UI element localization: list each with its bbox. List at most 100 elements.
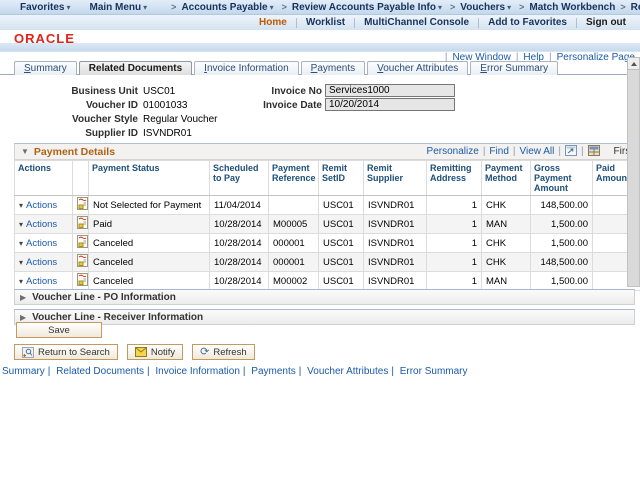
add-to-favorites-link[interactable]: Add to Favorites <box>488 17 567 28</box>
payment-inquiry-icon[interactable] <box>77 197 88 213</box>
notify-button[interactable]: Notify <box>126 344 184 360</box>
tab-summary[interactable]: Summary <box>14 61 77 75</box>
payment-details-table: Actions Payment Status Scheduled to Pay … <box>14 160 640 291</box>
tab-voucher-attributes[interactable]: Voucher Attributes <box>367 61 469 75</box>
payment-method-cell: CHK <box>481 195 531 215</box>
actions-dropdown-icon[interactable]: ▾ <box>19 238 24 248</box>
breadcrumb-separator-icon: > <box>281 2 287 12</box>
grid-toolbar: Personalize | Find | View All | | First <box>426 144 635 159</box>
breadcrumb-separator-icon: > <box>519 2 525 12</box>
remitting-address-cell: 1 <box>426 233 482 253</box>
footer-link-related-documents[interactable]: Related Documents <box>56 366 145 377</box>
remit-setid-cell: USC01 <box>318 233 364 253</box>
breadcrumb-main-menu[interactable]: Main Menu <box>89 1 142 13</box>
breadcrumb-review-ap-info[interactable]: Review Accounts Payable Info <box>291 1 436 13</box>
expand-section-icon[interactable]: ▶ <box>20 312 27 322</box>
breadcrumb-regular-entry[interactable]: Regular Entry <box>630 1 640 13</box>
scrollbar-track[interactable] <box>627 70 640 287</box>
find-link[interactable]: Find <box>489 146 509 157</box>
grid-first-label[interactable]: First <box>613 146 633 157</box>
voucher-id-label: Voucher ID <box>85 100 138 111</box>
footer-link-voucher-attributes[interactable]: Voucher Attributes <box>307 366 389 377</box>
worklist-link[interactable]: Worklist <box>305 17 346 28</box>
payment-status-cell: Canceled <box>88 271 210 291</box>
footer-link-invoice-information[interactable]: Invoice Information <box>155 366 240 377</box>
personalize-link[interactable]: Personalize <box>426 146 479 157</box>
tab-label: Summary <box>24 63 67 74</box>
actions-dropdown-icon[interactable]: ▾ <box>19 276 24 286</box>
home-link[interactable]: Home <box>259 17 287 28</box>
view-all-link[interactable]: View All <box>519 146 555 157</box>
zoom-popup-icon[interactable] <box>564 144 577 159</box>
payment-inquiry-icon[interactable] <box>77 273 88 289</box>
return-to-search-button[interactable]: Return to Search <box>14 344 118 360</box>
actions-dropdown-icon[interactable]: ▾ <box>19 257 24 267</box>
tab-label: Error Summary <box>480 63 549 74</box>
button-label: Refresh <box>213 346 247 358</box>
expand-section-icon[interactable]: ▶ <box>20 292 27 302</box>
dropdown-arrow-icon: ▾ <box>66 2 71 12</box>
payment-status-cell: Not Selected for Payment <box>88 195 210 215</box>
divider: | <box>515 52 519 63</box>
gross-payment-amount-cell: 1,500.00 <box>530 214 593 234</box>
payment-inquiry-icon[interactable] <box>77 235 88 251</box>
actions-link[interactable]: Actions <box>26 199 58 211</box>
remit-supplier-cell: ISVNDR01 <box>363 252 427 272</box>
refresh-button[interactable]: ⟳ Refresh <box>192 344 255 360</box>
breadcrumb-separator-icon: > <box>450 2 456 12</box>
payment-inquiry-icon[interactable] <box>77 254 88 270</box>
sign-out-link[interactable]: Sign out <box>586 17 626 28</box>
breadcrumb-accounts-payable[interactable]: Accounts Payable <box>181 1 268 13</box>
actions-link[interactable]: Actions <box>26 218 58 230</box>
gross-payment-amount-cell: 1,500.00 <box>530 233 593 253</box>
table-row: ▾ Actions Not Selected for Payment 11/04/… <box>14 195 640 215</box>
section-receiver-information[interactable]: ▶ Voucher Line - Receiver Information <box>14 309 635 325</box>
payment-inquiry-icon[interactable] <box>77 216 88 232</box>
divider: | <box>47 366 51 377</box>
invoice-no-input[interactable] <box>325 84 455 97</box>
divider: | <box>444 52 448 63</box>
invoice-date-input[interactable] <box>325 98 455 111</box>
footer-tab-links: Summary | Related Documents | Invoice Info… <box>2 366 468 377</box>
help-link[interactable]: Help <box>523 52 544 63</box>
voucher-style-value: Regular Voucher <box>143 114 218 125</box>
breadcrumb-match-workbench[interactable]: Match Workbench <box>529 1 616 13</box>
tab-invoice-information[interactable]: Invoice Information <box>194 61 299 75</box>
footer-link-error-summary[interactable]: Error Summary <box>399 366 468 377</box>
new-window-link[interactable]: New Window <box>452 52 511 63</box>
tab-related-documents[interactable]: Related Documents <box>78 61 193 75</box>
scroll-up-button[interactable] <box>627 57 640 70</box>
tab-label: Invoice Information <box>204 63 289 74</box>
utility-bar: Home Worklist MultiChannel Console Add t… <box>0 15 640 30</box>
section-po-information[interactable]: ▶ Voucher Line - PO Information <box>14 289 635 305</box>
table-row: ▾ Actions Canceled 10/28/2014 000001 USC0… <box>14 233 640 253</box>
save-button[interactable]: Save <box>16 322 102 338</box>
tab-payments[interactable]: Payments <box>300 61 366 75</box>
vertical-scrollbar[interactable] <box>627 57 640 287</box>
return-to-search-icon <box>22 346 34 358</box>
tab-error-summary[interactable]: Error Summary <box>470 61 559 75</box>
personalize-page-link[interactable]: Personalize Page <box>556 52 635 63</box>
actions-link[interactable]: Actions <box>26 256 58 268</box>
invoice-date-label: Invoice Date <box>263 100 322 111</box>
actions-link[interactable]: Actions <box>26 275 58 287</box>
gross-payment-amount-cell: 148,500.00 <box>530 252 593 272</box>
remit-setid-cell: USC01 <box>318 252 364 272</box>
table-row: ▾ Actions Canceled 10/28/2014 M00002 USC0… <box>14 271 640 291</box>
collapse-section-icon[interactable]: ▼ <box>21 147 29 156</box>
footer-link-payments[interactable]: Payments <box>251 366 296 377</box>
footer-link-summary[interactable]: Summary <box>2 366 45 377</box>
page-action-links: | New Window | Help | Personalize Page <box>440 52 635 63</box>
actions-dropdown-icon[interactable]: ▾ <box>19 200 24 210</box>
multichannel-console-link[interactable]: MultiChannel Console <box>364 17 470 28</box>
actions-dropdown-icon[interactable]: ▾ <box>19 219 24 229</box>
breadcrumb-vouchers[interactable]: Vouchers <box>460 1 506 13</box>
breadcrumb-favorites[interactable]: Favorites <box>20 1 65 13</box>
divider: | <box>558 146 561 157</box>
logo-band: ORACLE <box>0 30 640 46</box>
remit-setid-cell: USC01 <box>318 271 364 291</box>
actions-link[interactable]: Actions <box>26 237 58 249</box>
download-grid-icon[interactable] <box>587 144 600 159</box>
remitting-address-cell: 1 <box>426 252 482 272</box>
dropdown-arrow-icon: ▾ <box>143 2 148 12</box>
